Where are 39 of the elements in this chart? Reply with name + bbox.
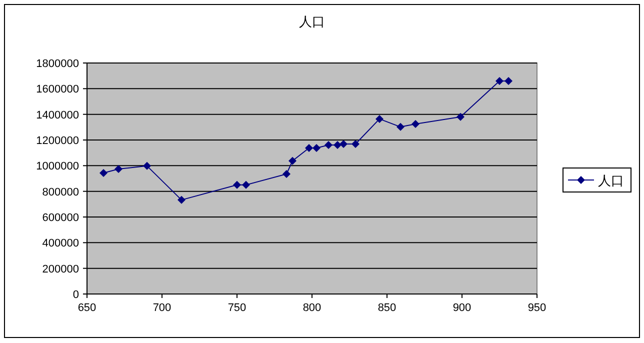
point xyxy=(242,180,250,189)
y-tick-label: 1600000 xyxy=(36,84,79,96)
y-tick-label: 400000 xyxy=(42,238,79,250)
y-tick-label: 1800000 xyxy=(36,58,79,70)
point xyxy=(334,141,342,150)
x-tick-label: 850 xyxy=(378,302,396,314)
point xyxy=(396,122,404,131)
y-tick-label: 1000000 xyxy=(36,160,79,173)
point xyxy=(412,120,420,128)
point xyxy=(504,76,512,85)
point xyxy=(456,112,464,121)
point xyxy=(143,162,151,170)
y-tick-label: 800000 xyxy=(42,186,79,198)
point xyxy=(282,170,290,178)
point xyxy=(178,196,186,204)
point xyxy=(376,114,384,123)
y-tick-label: 1200000 xyxy=(36,135,79,147)
x-tick-label: 900 xyxy=(452,302,472,314)
y-tick-label: 1400000 xyxy=(36,109,79,122)
legend-label: 人口 xyxy=(598,173,624,188)
x-tick-label: 700 xyxy=(152,302,172,314)
point xyxy=(352,140,360,148)
point xyxy=(100,168,108,177)
point xyxy=(312,144,320,152)
y-tick-label: 600000 xyxy=(42,212,79,224)
x-tick-label: 750 xyxy=(228,302,246,314)
point xyxy=(340,140,348,148)
point xyxy=(305,144,313,152)
point xyxy=(114,165,122,174)
point xyxy=(324,141,332,150)
point xyxy=(496,76,504,85)
x-tick-label: 950 xyxy=(528,302,546,314)
x-tick-label: 650 xyxy=(78,302,96,314)
y-tick-label: 200000 xyxy=(42,263,79,276)
chart-title: 人口 xyxy=(299,14,325,29)
point xyxy=(288,156,296,165)
x-tick-label: 800 xyxy=(302,302,322,314)
point xyxy=(233,180,241,189)
y-tick-label: 0 xyxy=(72,289,79,301)
